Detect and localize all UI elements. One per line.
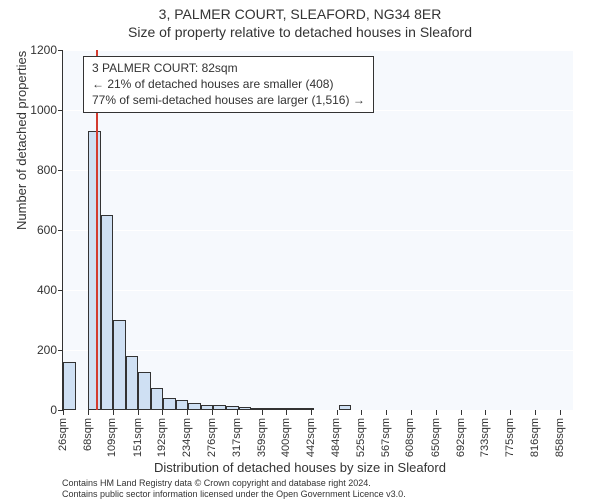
x-tick-label: 151sqm [132,418,144,457]
histogram-bar [239,407,252,410]
x-tick-label: 400sqm [280,418,292,457]
x-tick-label: 608sqm [405,418,417,457]
histogram-bar [289,408,302,410]
x-tick [560,410,561,415]
x-tick-label: 234sqm [181,418,193,457]
legend-box: 3 PALMER COURT: 82sqm ← 21% of detached … [83,56,374,113]
gridline [63,170,573,171]
y-tick-label: 1200 [30,43,57,57]
plot-area: 02004006008001000120026sqm68sqm109sqm151… [62,50,573,411]
x-tick [361,410,362,415]
y-tick-label: 200 [37,343,57,357]
x-tick [510,410,511,415]
x-tick [237,410,238,415]
histogram-bar [88,131,101,410]
x-tick [337,410,338,415]
x-tick [461,410,462,415]
x-tick-label: 317sqm [231,418,243,457]
histogram-bar [339,405,352,410]
x-tick-label: 192sqm [156,418,168,457]
histogram-bar [188,403,201,411]
y-tick [58,290,63,291]
histogram-bar [163,398,176,410]
y-tick [58,50,63,51]
x-tick [113,410,114,415]
footer-copyright: Contains HM Land Registry data © Crown c… [62,478,406,500]
histogram-bar [101,215,114,410]
gridline [63,230,573,231]
x-tick-label: 775sqm [504,418,516,457]
y-tick [58,170,63,171]
gridline [63,410,573,411]
x-axis-label: Distribution of detached houses by size … [0,460,600,475]
x-tick [212,410,213,415]
x-tick [138,410,139,415]
chart-wrap: 3, PALMER COURT, SLEAFORD, NG34 8ER Size… [0,0,600,500]
x-tick-label: 650sqm [430,418,442,457]
histogram-bar [113,320,126,410]
legend-line2: ← 21% of detached houses are smaller (40… [92,76,365,92]
y-tick [58,230,63,231]
x-tick-label: 109sqm [107,418,119,457]
x-tick [88,410,89,415]
x-tick [262,410,263,415]
x-tick-label: 359sqm [256,418,268,457]
x-tick-label: 816sqm [529,418,541,457]
histogram-bar [213,405,226,410]
x-tick [535,410,536,415]
y-axis-label: Number of detached properties [14,51,29,230]
histogram-bar [126,356,139,410]
x-tick [162,410,163,415]
x-tick-label: 68sqm [82,418,94,451]
histogram-bar [151,388,164,410]
x-tick [311,410,312,415]
page-title-address: 3, PALMER COURT, SLEAFORD, NG34 8ER [0,6,600,22]
x-tick-label: 567sqm [380,418,392,457]
footer-line2: Contains public sector information licen… [62,489,406,500]
y-tick-label: 1000 [30,103,57,117]
gridline [63,350,573,351]
y-tick-label: 0 [50,403,57,417]
histogram-bar [63,362,76,410]
histogram-bar [138,372,151,410]
x-tick [286,410,287,415]
x-tick-label: 26sqm [57,418,69,451]
y-tick-label: 600 [37,223,57,237]
y-tick-label: 800 [37,163,57,177]
x-tick-label: 858sqm [554,418,566,457]
x-tick [436,410,437,415]
x-tick [386,410,387,415]
x-tick-label: 484sqm [331,418,343,457]
gridline [63,290,573,291]
page-subtitle: Size of property relative to detached ho… [0,24,600,40]
x-tick [411,410,412,415]
x-tick [187,410,188,415]
x-tick-label: 525sqm [355,418,367,457]
footer-line1: Contains HM Land Registry data © Crown c… [62,478,406,489]
histogram-bar [264,408,277,410]
y-tick [58,350,63,351]
y-tick [58,110,63,111]
x-tick-label: 276sqm [206,418,218,457]
x-tick-label: 442sqm [305,418,317,457]
legend-line3: 77% of semi-detached houses are larger (… [92,92,365,108]
x-tick-label: 733sqm [479,418,491,457]
x-tick-label: 692sqm [455,418,467,457]
legend-line1: 3 PALMER COURT: 82sqm [92,60,365,76]
x-tick [485,410,486,415]
gridline [63,50,573,51]
y-tick-label: 400 [37,283,57,297]
x-tick [63,410,64,415]
histogram-bar [176,400,189,410]
